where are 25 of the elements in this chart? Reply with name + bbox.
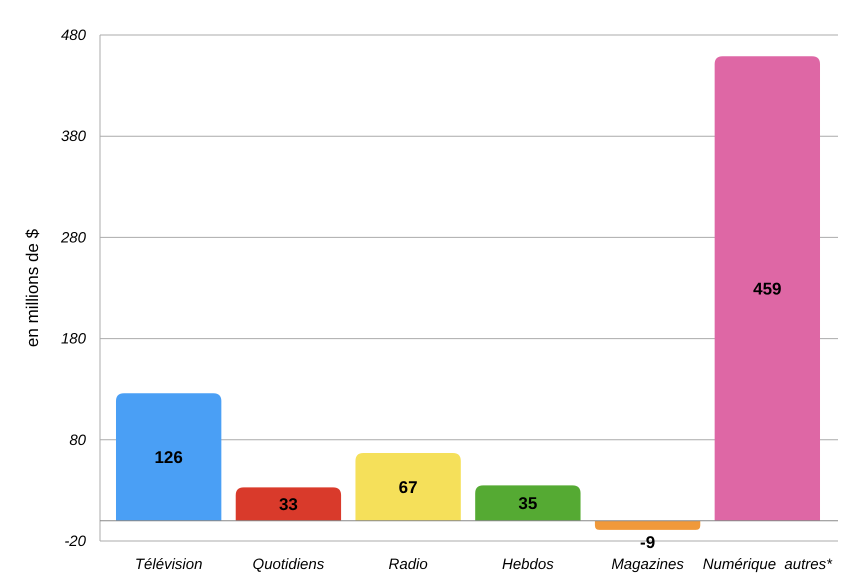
bar <box>116 393 222 521</box>
bar <box>475 485 581 521</box>
bar <box>594 520 700 530</box>
y-tick-label: 380 <box>60 128 87 146</box>
data-label: 67 <box>398 478 418 497</box>
bar <box>236 487 342 521</box>
data-label: 459 <box>753 280 782 299</box>
y-tick-label: -20 <box>64 533 87 550</box>
x-tick-label: Radio <box>388 556 428 573</box>
x-tick-label: Magazines <box>611 556 684 573</box>
bar <box>714 56 820 521</box>
x-tick-label: Numérique autres* <box>702 556 834 573</box>
bar <box>355 452 461 521</box>
y-axis-title: en millions de $ <box>23 228 42 348</box>
data-label: 126 <box>154 448 183 468</box>
x-tick-label: Hebdos <box>502 556 554 573</box>
y-tick-label: 480 <box>60 27 87 44</box>
data-label: 33 <box>278 495 298 514</box>
data-label: 35 <box>518 494 538 514</box>
x-tick-label: Télévision <box>134 556 202 573</box>
data-label: -9 <box>640 532 656 552</box>
x-tick-label: Quotidiens <box>252 556 325 573</box>
y-tick-label: 280 <box>60 229 87 246</box>
y-tick-label: 180 <box>60 330 87 348</box>
y-tick-label: 80 <box>69 432 87 449</box>
